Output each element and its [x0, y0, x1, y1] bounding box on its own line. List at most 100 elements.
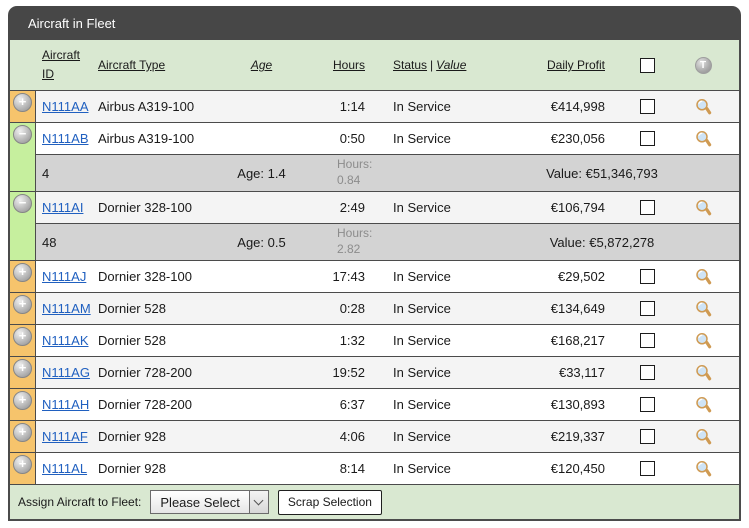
aircraft-id-link[interactable]: N111AK — [42, 333, 89, 348]
expand-cell — [10, 421, 36, 452]
aircraft-type: Dornier 328-100 — [98, 200, 192, 215]
expand-cell — [10, 91, 36, 122]
inspect-icon[interactable] — [694, 332, 713, 349]
inspect-icon[interactable] — [694, 396, 713, 413]
expand-icon[interactable] — [13, 391, 32, 410]
expand-icon[interactable] — [13, 93, 32, 112]
aircraft-id-link[interactable]: N111AJ — [42, 269, 87, 284]
detail-body: 4 Age: 1.4 Hours: 0.84 Value: €51,346,793 — [36, 154, 739, 191]
aircraft-type: Dornier 728-200 — [98, 397, 192, 412]
status-value: In Service — [393, 333, 451, 348]
inspect-icon[interactable] — [694, 130, 713, 147]
expand-cell — [10, 453, 36, 484]
sort-aircraft-id[interactable]: Aircraft ID — [42, 48, 81, 81]
collapse-icon[interactable] — [13, 194, 32, 213]
aircraft-id-link[interactable]: N111AH — [42, 397, 90, 412]
status-value: In Service — [393, 131, 451, 146]
daily-profit-value: €230,056 — [550, 131, 605, 146]
aircraft-id-link[interactable]: N111AL — [42, 461, 88, 476]
inspect-icon[interactable] — [694, 460, 713, 477]
panel-title: Aircraft in Fleet — [28, 15, 116, 31]
daily-profit-value: €134,649 — [550, 301, 605, 316]
aircraft-id-link[interactable]: N111AG — [42, 365, 90, 380]
aircraft-id-link[interactable]: N111AB — [42, 131, 89, 146]
row-checkbox[interactable] — [639, 333, 655, 348]
hours-value: 8:14 — [339, 461, 365, 476]
inspect-icon[interactable] — [694, 300, 713, 317]
sort-hours[interactable]: Hours — [332, 58, 365, 72]
row-checkbox[interactable] — [639, 461, 655, 476]
expand-cell — [10, 325, 36, 356]
detail-age: Age: 0.5 — [237, 234, 286, 250]
expand-icon[interactable] — [13, 359, 32, 378]
collapse-icon[interactable] — [13, 125, 32, 144]
sort-daily-profit[interactable]: Daily Profit — [546, 58, 605, 72]
table-row: N111AA Airbus A319-100 1:14 In Service €… — [10, 90, 739, 122]
table-row: N111AF Dornier 928 4:06 In Service €219,… — [10, 420, 739, 452]
expand-icon[interactable] — [13, 263, 32, 282]
aircraft-id-link[interactable]: N111AF — [42, 429, 88, 444]
expand-cell — [10, 223, 36, 260]
hours-value: 4:06 — [339, 429, 365, 444]
expand-cell — [10, 293, 36, 324]
expand-cell — [10, 123, 36, 154]
fleet-select[interactable]: Please Select — [150, 490, 269, 514]
daily-profit-value: €120,450 — [550, 461, 605, 476]
hours-value: 0:28 — [339, 301, 365, 316]
table-row: N111AH Dornier 728-200 6:37 In Service €… — [10, 388, 739, 420]
row-checkbox[interactable] — [639, 200, 655, 215]
table-row: N111AJ Dornier 328-100 17:43 In Service … — [10, 260, 739, 292]
aircraft-type: Dornier 928 — [98, 461, 166, 476]
chevron-down-icon — [248, 491, 268, 513]
expand-icon[interactable] — [13, 295, 32, 314]
expand-icon[interactable] — [13, 455, 32, 474]
inspect-icon[interactable] — [694, 98, 713, 115]
detail-row: 4 Age: 1.4 Hours: 0.84 Value: €51,346,793 — [10, 154, 739, 191]
table-row: N111AI Dornier 328-100 2:49 In Service €… — [10, 191, 739, 223]
expand-icon[interactable] — [13, 423, 32, 442]
expand-cell — [10, 154, 36, 191]
inspect-icon[interactable] — [694, 364, 713, 381]
fleet-table: Aircraft ID Aircraft Type Age Hours Stat… — [8, 40, 741, 521]
row-checkbox[interactable] — [639, 99, 655, 114]
hours-value: 17:43 — [332, 269, 365, 284]
status-value-header: Status | Value — [375, 58, 525, 72]
aircraft-id-link[interactable]: N111AI — [42, 200, 84, 215]
detail-count: 4 — [42, 165, 50, 181]
fleet-select-value: Please Select — [160, 494, 240, 510]
row-checkbox[interactable] — [639, 301, 655, 316]
status-value: In Service — [393, 99, 451, 114]
detail-hours: Hours: 2.82 — [337, 226, 373, 256]
sort-value[interactable]: Value — [436, 58, 467, 72]
row-checkbox[interactable] — [639, 365, 655, 380]
hours-value: 1:14 — [339, 99, 365, 114]
inspect-icon[interactable] — [694, 199, 713, 216]
aircraft-type: Dornier 528 — [98, 301, 166, 316]
aircraft-id-link[interactable]: N111AA — [42, 99, 89, 114]
table-row: N111AL Dornier 928 8:14 In Service €120,… — [10, 452, 739, 484]
sort-status[interactable]: Status — [393, 58, 428, 72]
detail-row: 48 Age: 0.5 Hours: 2.82 Value: €5,872,278 — [10, 223, 739, 260]
t-badge-icon[interactable]: T — [694, 56, 712, 74]
detail-value: Value: €51,346,793 — [546, 165, 658, 181]
sort-aircraft-type[interactable]: Aircraft Type — [98, 58, 166, 72]
row-checkbox[interactable] — [639, 269, 655, 284]
scrap-selection-button[interactable]: Scrap Selection — [277, 489, 382, 515]
status-value: In Service — [393, 461, 451, 476]
select-all-checkbox[interactable] — [639, 57, 655, 73]
aircraft-type: Airbus A319-100 — [98, 131, 195, 146]
row-checkbox[interactable] — [639, 397, 655, 412]
assign-fleet-label: Assign Aircraft to Fleet: — [18, 495, 142, 509]
status-value: In Service — [393, 365, 451, 380]
aircraft-id-link[interactable]: N111AM — [42, 301, 91, 316]
header-separator: | — [430, 58, 434, 72]
expand-icon[interactable] — [13, 327, 32, 346]
sort-age[interactable]: Age — [250, 58, 273, 72]
row-checkbox[interactable] — [639, 429, 655, 444]
daily-profit-value: €414,998 — [550, 99, 605, 114]
row-checkbox[interactable] — [639, 131, 655, 146]
inspect-icon[interactable] — [694, 428, 713, 445]
table-footer: Assign Aircraft to Fleet: Please Select … — [10, 484, 739, 519]
detail-count: 48 — [42, 234, 57, 250]
inspect-icon[interactable] — [694, 268, 713, 285]
